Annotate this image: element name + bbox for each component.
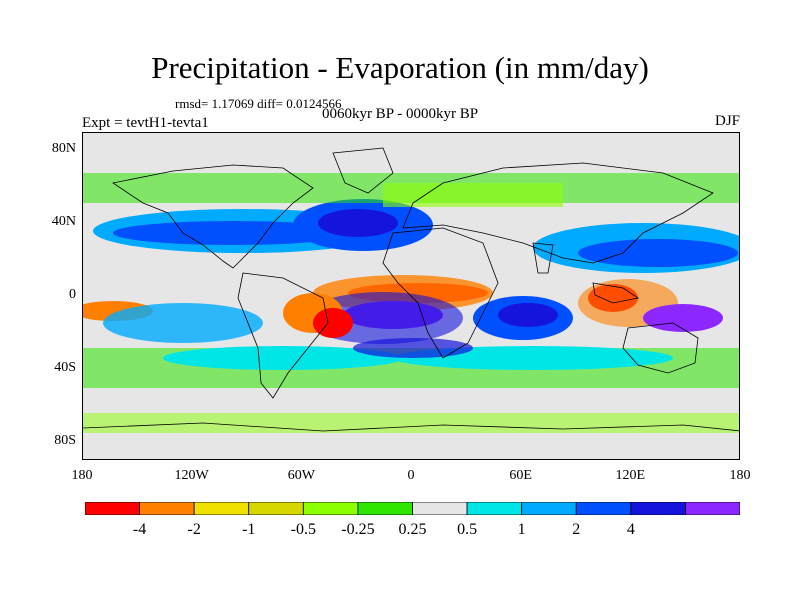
y-tick-label: 80N (51, 141, 76, 157)
colorbar-swatch (357, 502, 413, 515)
coastlines (83, 147, 739, 432)
plot-subtitle: 0060kyr BP - 0000kyr BP (321, 106, 479, 122)
y-tick-label: 40S (54, 359, 76, 375)
season-label: DJF (714, 113, 740, 129)
x-tick-label: 0 (407, 468, 415, 483)
x-tick-label: 60E (509, 468, 532, 483)
x-tick-label: 180 (71, 468, 93, 483)
colorbar-label: -4 (132, 521, 147, 538)
plot-title: Precipitation - Evaporation (in mm/day) (151, 50, 649, 85)
map-field (83, 147, 739, 433)
field-shading (83, 173, 739, 433)
x-tick-label: 60W (287, 468, 315, 483)
x-tick-label: 180 (729, 468, 751, 483)
colorbar-swatch (139, 502, 195, 515)
colorbar-label: -0.25 (341, 521, 375, 538)
stats-text: rmsd= 1.17069 diff= 0.0124566 (175, 96, 342, 111)
colorbar-label: -1 (242, 521, 256, 538)
colorbar-swatch (685, 502, 740, 515)
colorbar-label: 0.25 (398, 521, 427, 538)
colorbar-label: -0.5 (290, 521, 316, 538)
colorbar-swatch (412, 502, 468, 515)
colorbar-label: 2 (572, 521, 581, 538)
x-tick-label: 120W (174, 468, 209, 483)
y-tick-label: 0 (69, 287, 76, 302)
experiment-label: Expt = tevtH1-tevta1 (82, 115, 209, 131)
colorbar-swatch (248, 502, 304, 515)
y-tick-label: 80S (54, 432, 76, 448)
colorbar-label: 1 (517, 521, 526, 538)
y-tick-label: 40N (51, 214, 76, 230)
colorbar-swatch (575, 502, 632, 515)
x-tick-label: 120E (615, 468, 646, 483)
map-panel (82, 132, 740, 460)
colorbar-label: -2 (187, 521, 201, 538)
colorbar-swatch (302, 502, 359, 515)
colorbar-swatch (521, 502, 577, 515)
colorbar-swatch (466, 502, 523, 515)
colorbar (85, 502, 740, 515)
colorbar-swatch (193, 502, 250, 515)
colorbar-swatch (85, 502, 140, 515)
colorbar-swatch (630, 502, 686, 515)
colorbar-label: 4 (626, 521, 635, 538)
colorbar-label: 0.5 (457, 521, 478, 538)
